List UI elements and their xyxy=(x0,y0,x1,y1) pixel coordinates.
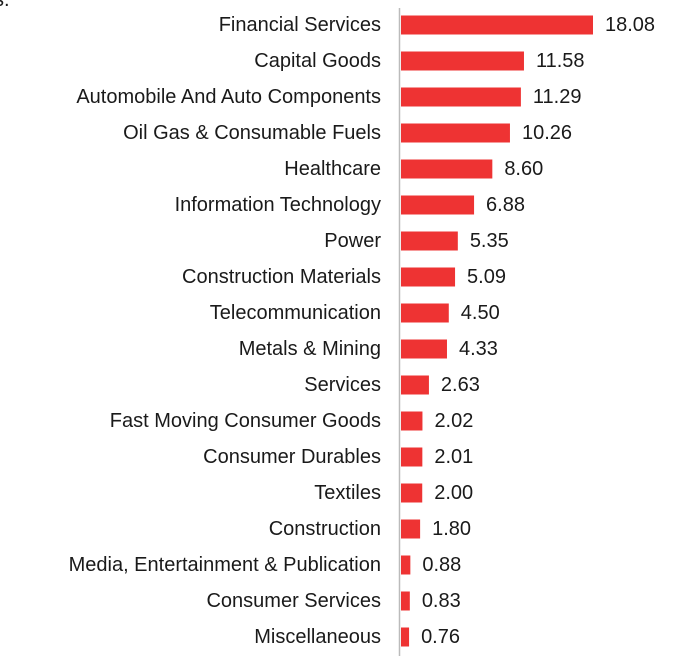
category-label: Miscellaneous xyxy=(254,626,381,648)
bar xyxy=(401,519,421,539)
value-label: 0.76 xyxy=(421,626,460,648)
category-label: Fast Moving Consumer Goods xyxy=(110,410,381,432)
category-label: Healthcare xyxy=(284,158,381,180)
value-label: 2.02 xyxy=(434,410,473,432)
category-label: Consumer Services xyxy=(206,590,381,612)
value-label: 5.35 xyxy=(470,230,509,252)
category-label: Information Technology xyxy=(175,194,381,216)
bar xyxy=(401,447,423,467)
bar xyxy=(401,411,423,431)
bar xyxy=(401,555,411,575)
bar xyxy=(401,627,410,647)
bar xyxy=(401,375,429,395)
value-label: 4.33 xyxy=(459,338,498,360)
category-label: Construction Materials xyxy=(182,266,381,288)
category-label: Automobile And Auto Components xyxy=(76,86,381,108)
bar xyxy=(401,87,521,107)
value-label: 0.88 xyxy=(422,554,461,576)
category-label: Oil Gas & Consumable Fuels xyxy=(123,122,381,144)
top-left-text-fragment: s. xyxy=(0,0,10,11)
category-label: Textiles xyxy=(314,482,381,504)
bar xyxy=(401,303,449,323)
category-label: Financial Services xyxy=(219,14,381,36)
value-label: 2.00 xyxy=(434,482,473,504)
value-label: 0.83 xyxy=(422,590,461,612)
category-label: Construction xyxy=(269,518,381,540)
bar xyxy=(401,231,458,251)
category-label: Services xyxy=(304,374,381,396)
bar xyxy=(401,123,510,143)
category-label: Metals & Mining xyxy=(239,338,381,360)
bar xyxy=(401,51,524,71)
bar xyxy=(401,195,475,215)
bars-group: Financial Services 18.08 Capital Goods 11.5… xyxy=(69,14,655,648)
bar xyxy=(401,483,423,503)
value-label: 1.80 xyxy=(432,518,471,540)
bar xyxy=(401,15,593,35)
bar xyxy=(401,591,410,611)
value-label: 10.26 xyxy=(522,122,572,144)
value-label: 4.50 xyxy=(461,302,500,324)
category-label: Capital Goods xyxy=(254,50,381,72)
category-label: Media, Entertainment & Publication xyxy=(69,554,381,576)
value-label: 11.29 xyxy=(533,86,582,108)
value-label: 6.88 xyxy=(486,194,525,216)
category-label: Telecommunication xyxy=(210,302,381,324)
bar xyxy=(401,339,447,359)
category-label: Power xyxy=(324,230,381,252)
value-label: 8.60 xyxy=(504,158,543,180)
bar xyxy=(401,159,493,179)
value-label: 2.01 xyxy=(434,446,473,468)
value-label: 11.58 xyxy=(536,50,585,72)
value-label: 5.09 xyxy=(467,266,506,288)
value-label: 18.08 xyxy=(605,14,655,36)
category-label: Consumer Durables xyxy=(203,446,381,468)
bar xyxy=(401,267,456,287)
value-label: 2.63 xyxy=(441,374,480,396)
